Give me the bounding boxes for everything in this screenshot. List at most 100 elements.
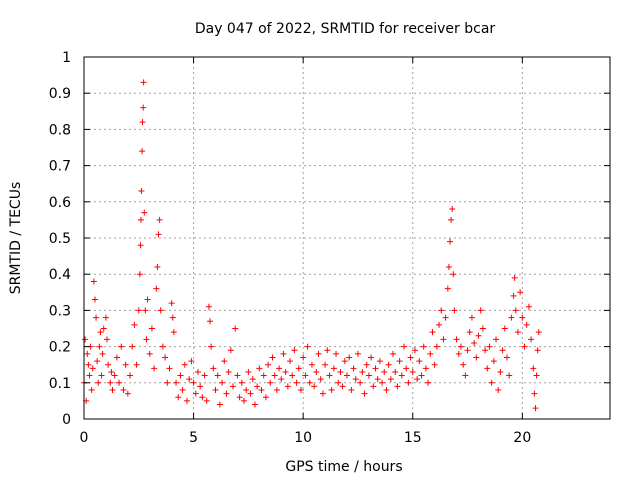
data-point	[535, 329, 542, 336]
data-point	[300, 354, 307, 361]
data-point	[448, 216, 455, 223]
data-point	[295, 365, 302, 372]
data-point	[188, 358, 195, 365]
data-point	[91, 296, 98, 303]
data-point	[374, 376, 381, 383]
data-point	[118, 343, 125, 350]
data-point	[95, 379, 102, 386]
data-point	[499, 347, 506, 354]
x-axis-label: GPS time / hours	[285, 459, 402, 475]
data-point	[140, 79, 147, 86]
data-point	[495, 387, 502, 394]
data-point	[464, 347, 471, 354]
data-point	[139, 119, 146, 126]
data-point	[525, 303, 532, 310]
data-point	[90, 278, 97, 285]
data-point	[326, 372, 333, 379]
data-point	[311, 383, 318, 390]
data-point	[232, 325, 239, 332]
data-point	[151, 365, 158, 372]
data-point	[398, 372, 405, 379]
data-point	[289, 372, 296, 379]
data-point	[396, 358, 403, 365]
data-point	[142, 307, 149, 314]
data-point	[214, 372, 221, 379]
data-point	[368, 354, 375, 361]
data-point	[154, 263, 161, 270]
data-point	[418, 372, 425, 379]
data-point	[197, 383, 204, 390]
data-point	[468, 314, 475, 321]
data-point	[407, 354, 414, 361]
y-tick-label: 0	[62, 412, 71, 428]
data-point	[530, 365, 537, 372]
data-point	[201, 372, 208, 379]
data-point	[100, 325, 107, 332]
data-point	[291, 347, 298, 354]
data-point	[184, 397, 191, 404]
data-point	[337, 368, 344, 375]
data-point	[166, 365, 173, 372]
data-point	[523, 321, 530, 328]
data-point	[94, 358, 101, 365]
data-point	[221, 358, 228, 365]
y-tick-label: 0.7	[49, 159, 71, 175]
data-point	[297, 387, 304, 394]
data-point	[93, 314, 100, 321]
data-point	[82, 336, 89, 343]
data-point	[113, 354, 120, 361]
data-point	[177, 372, 184, 379]
y-tick-label: 1	[62, 50, 71, 66]
data-point	[162, 354, 169, 361]
data-point	[109, 387, 116, 394]
grid-lines	[84, 57, 610, 419]
data-point	[361, 390, 368, 397]
data-point	[227, 347, 234, 354]
data-point	[156, 216, 163, 223]
data-point	[146, 350, 153, 357]
data-point	[98, 372, 105, 379]
data-point	[512, 307, 519, 314]
data-point	[501, 325, 508, 332]
data-point	[479, 325, 486, 332]
data-point	[313, 368, 320, 375]
data-point	[466, 329, 473, 336]
data-point	[240, 397, 247, 404]
data-point	[308, 361, 315, 368]
data-point	[365, 372, 372, 379]
data-point	[269, 354, 276, 361]
data-point	[370, 383, 377, 390]
y-tick-label: 0.5	[49, 231, 71, 247]
plot-frame	[83, 56, 611, 420]
data-point	[168, 300, 175, 307]
y-tick-label: 0.4	[49, 267, 71, 283]
data-point	[89, 365, 96, 372]
data-point	[493, 336, 500, 343]
data-point	[427, 350, 434, 357]
data-point	[262, 394, 269, 401]
data-point	[169, 314, 176, 321]
data-point	[341, 358, 348, 365]
data-point	[102, 314, 109, 321]
data-point	[528, 336, 535, 343]
data-point	[392, 368, 399, 375]
data-point	[385, 361, 392, 368]
data-point	[387, 376, 394, 383]
data-point	[514, 329, 521, 336]
data-point	[256, 365, 263, 372]
data-point	[422, 365, 429, 372]
data-point	[352, 376, 359, 383]
data-point	[203, 397, 210, 404]
data-point	[148, 325, 155, 332]
x-tick-label: 15	[404, 430, 422, 446]
data-point	[280, 350, 287, 357]
data-point	[521, 343, 528, 350]
data-point	[517, 289, 524, 296]
data-point	[216, 401, 223, 408]
data-point	[108, 368, 115, 375]
data-point	[429, 329, 436, 336]
data-point	[508, 314, 515, 321]
data-point	[484, 365, 491, 372]
data-point	[433, 343, 440, 350]
data-point	[136, 271, 143, 278]
